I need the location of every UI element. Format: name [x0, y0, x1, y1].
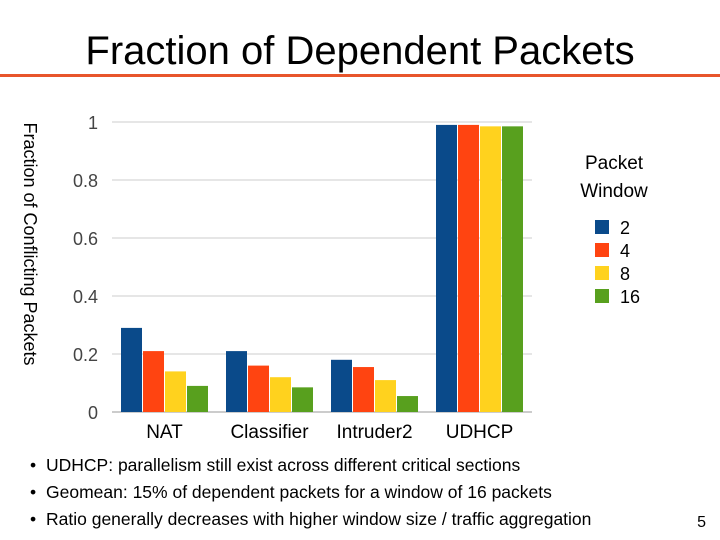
legend-label: 16 — [620, 287, 640, 307]
bullet-item: UDHCP: parallelism still exist across di… — [30, 452, 591, 479]
bar — [480, 126, 501, 412]
legend-title: Packet — [585, 153, 644, 174]
y-tick-label: 1 — [88, 113, 98, 133]
bar — [165, 371, 186, 412]
slide-title: Fraction of Dependent Packets — [85, 29, 635, 73]
x-tick-label: UDHCP — [446, 422, 514, 443]
bar — [353, 367, 374, 412]
bar — [436, 124, 457, 413]
title-divider — [0, 74, 720, 77]
y-tick-label: 0.4 — [73, 287, 98, 307]
bullet-item: Geomean: 15% of dependent packets for a … — [30, 479, 591, 506]
legend-title: Window — [580, 181, 648, 202]
bar — [248, 365, 269, 412]
legend-swatch — [595, 266, 609, 280]
bar — [397, 396, 418, 412]
bar — [143, 351, 164, 412]
bar — [331, 359, 352, 412]
page-number: 5 — [697, 514, 706, 531]
legend-label: 2 — [620, 218, 630, 238]
y-tick-label: 0 — [88, 403, 98, 423]
y-tick-label: 0.2 — [73, 345, 98, 365]
y-tick-label: 0.6 — [73, 229, 98, 249]
bar — [187, 385, 208, 412]
y-tick-label: 0.8 — [73, 171, 98, 191]
legend-label: 8 — [620, 264, 630, 284]
bullet-item: Ratio generally decreases with higher wi… — [30, 506, 591, 533]
bullet-list: UDHCP: parallelism still exist across di… — [30, 452, 591, 533]
bar-chart: 0 0.2 0.4 0.6 0.8 1 Fraction of Conflicting Pa… — [20, 113, 648, 443]
x-tick-label: NAT — [146, 422, 183, 443]
legend-swatch — [595, 289, 609, 303]
bar — [121, 327, 142, 412]
bar — [226, 351, 247, 412]
bar — [458, 124, 479, 413]
x-tick-label: Classifier — [230, 422, 309, 443]
legend-swatch — [595, 243, 609, 257]
bar — [270, 377, 291, 412]
bar — [502, 126, 523, 412]
y-axis-label: Fraction of Conflicting Packets — [20, 122, 40, 365]
legend-label: 4 — [620, 241, 630, 261]
bar — [375, 380, 396, 412]
legend-swatch — [595, 220, 609, 234]
bar — [292, 387, 313, 412]
x-tick-label: Intruder2 — [336, 422, 412, 443]
